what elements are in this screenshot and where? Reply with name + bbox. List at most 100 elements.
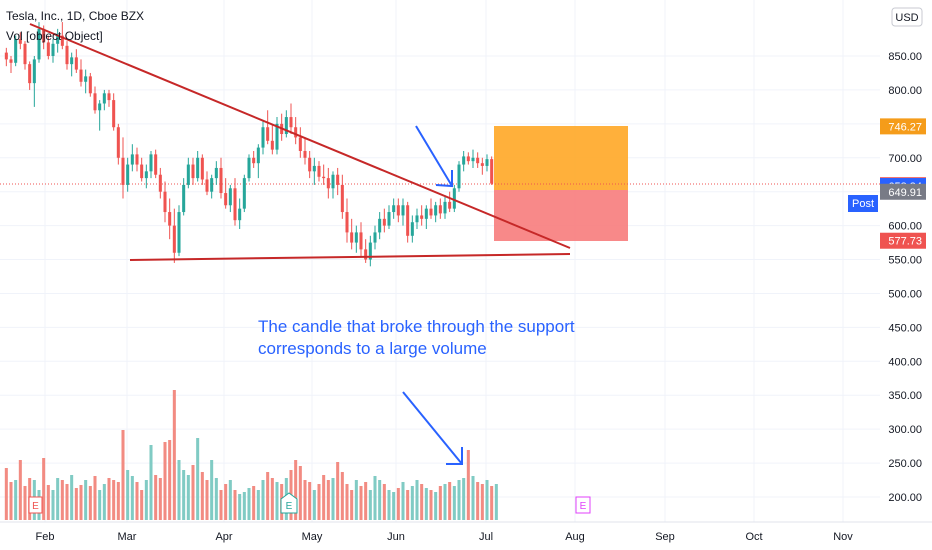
candle xyxy=(284,110,288,138)
candle xyxy=(121,137,125,199)
x-tick-label: May xyxy=(302,531,323,543)
volume-bar xyxy=(382,484,386,520)
candle xyxy=(126,157,130,192)
y-tick-label: 400.00 xyxy=(888,356,922,368)
candle xyxy=(476,152,480,168)
candle xyxy=(331,171,335,199)
candle xyxy=(70,52,74,77)
volume-arrow[interactable] xyxy=(402,391,463,465)
candles xyxy=(4,22,494,267)
grid xyxy=(0,0,880,522)
x-tick-label: Oct xyxy=(745,531,762,543)
earnings-marker-feb[interactable]: E xyxy=(28,496,43,514)
breakout-arrow[interactable] xyxy=(415,125,453,188)
volume-bar xyxy=(247,488,251,520)
annotation-line-1: The candle that broke through the suppor… xyxy=(258,317,575,336)
candle xyxy=(387,205,391,230)
candle xyxy=(289,103,293,135)
earnings-marker-jul[interactable]: E xyxy=(575,496,591,514)
candle xyxy=(177,205,181,257)
candle xyxy=(28,61,32,90)
volume-bar xyxy=(424,488,428,520)
candle xyxy=(354,225,358,253)
volume-bar xyxy=(14,480,18,520)
candle xyxy=(466,152,470,165)
volume-bar xyxy=(163,442,167,520)
volume-bar xyxy=(298,466,302,520)
time-axis[interactable]: Feb Mar Apr May Jun Jul Aug Sep Oct Nov xyxy=(0,521,932,543)
candle xyxy=(112,93,116,131)
volume-bar xyxy=(443,484,447,520)
x-tick-label: Jul xyxy=(479,531,493,543)
volume-bar xyxy=(168,440,172,520)
candle xyxy=(452,184,456,213)
y-tick-label: 850.00 xyxy=(888,51,922,63)
candle xyxy=(396,198,400,223)
candle xyxy=(368,235,372,267)
currency-button[interactable] xyxy=(891,7,923,27)
volume-bar xyxy=(60,480,64,520)
candle xyxy=(340,174,344,219)
volume-bar xyxy=(308,482,312,520)
earnings-marker-apr[interactable]: E xyxy=(280,492,298,514)
candle xyxy=(23,41,27,70)
candle xyxy=(14,35,18,67)
volume-bar xyxy=(462,478,466,520)
candle xyxy=(84,69,88,94)
candle xyxy=(443,195,447,219)
candle xyxy=(56,28,60,53)
candle xyxy=(406,201,410,243)
x-tick-label: Feb xyxy=(36,531,55,543)
volume-bar xyxy=(252,486,256,520)
volume-bar xyxy=(149,445,153,520)
candle xyxy=(270,123,274,155)
candle xyxy=(182,178,186,216)
volume-bar xyxy=(368,490,372,520)
candle xyxy=(308,150,312,179)
resistance-trendline[interactable] xyxy=(29,23,571,249)
candle xyxy=(140,157,144,182)
y-tick-label: 300.00 xyxy=(888,424,922,436)
volume-bar xyxy=(331,478,335,520)
support-trendline[interactable] xyxy=(129,253,571,261)
svg-text:649.91: 649.91 xyxy=(888,187,922,199)
chart-title: Tesla, Inc., 1D, Cboe BZX xyxy=(6,9,144,23)
volume-bar xyxy=(228,480,232,520)
candle xyxy=(233,178,237,226)
svg-text:746.27: 746.27 xyxy=(888,121,922,133)
volume-bar xyxy=(70,475,74,520)
candle xyxy=(219,157,223,199)
volume-bar xyxy=(345,484,349,520)
stop-zone[interactable] xyxy=(494,190,628,241)
candle xyxy=(350,218,354,250)
volume-bar xyxy=(434,492,438,520)
candle xyxy=(172,208,176,263)
candle xyxy=(462,150,466,172)
candle xyxy=(224,178,228,209)
candle xyxy=(415,208,419,230)
volume-bar xyxy=(294,460,298,520)
candle xyxy=(79,59,83,87)
volume-bar xyxy=(191,465,195,520)
volume-bar xyxy=(98,490,102,520)
candle xyxy=(210,174,214,199)
candle xyxy=(4,47,8,67)
volume-bar xyxy=(438,486,442,520)
candle xyxy=(65,41,69,70)
volume-bar xyxy=(392,492,396,520)
volume-bar xyxy=(46,485,50,520)
volume-bar xyxy=(457,480,461,520)
volume-bar xyxy=(42,458,46,520)
volume-bar xyxy=(350,490,354,520)
volume-bar xyxy=(261,480,265,520)
volume-bar xyxy=(210,460,214,520)
volume-bar xyxy=(219,490,223,520)
profit-zone[interactable] xyxy=(494,126,628,190)
volume-bar xyxy=(102,484,106,520)
y-tick-label: 600.00 xyxy=(888,221,922,233)
volume-bar xyxy=(401,482,405,520)
price-label: 577.73 xyxy=(880,232,926,249)
volume-bar xyxy=(144,480,148,520)
volume-bar xyxy=(116,482,120,520)
candle xyxy=(158,167,162,199)
